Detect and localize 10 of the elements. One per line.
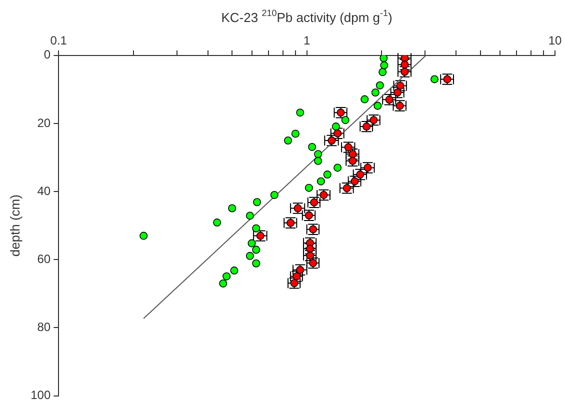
y-tick-label: 20 (37, 116, 51, 130)
y-tick-label: 60 (37, 252, 51, 266)
y-tick-label: 0 (44, 48, 51, 62)
y-tick-label: 100 (30, 388, 51, 402)
x-tick-label: 10 (548, 34, 562, 48)
x-tick-label: 0.1 (50, 34, 68, 48)
y-tick-label: 80 (37, 320, 51, 334)
x-tick-label: 1 (303, 34, 310, 48)
y-tick-label: 40 (37, 184, 51, 198)
y-axis-title: depth (cm) (7, 194, 22, 257)
